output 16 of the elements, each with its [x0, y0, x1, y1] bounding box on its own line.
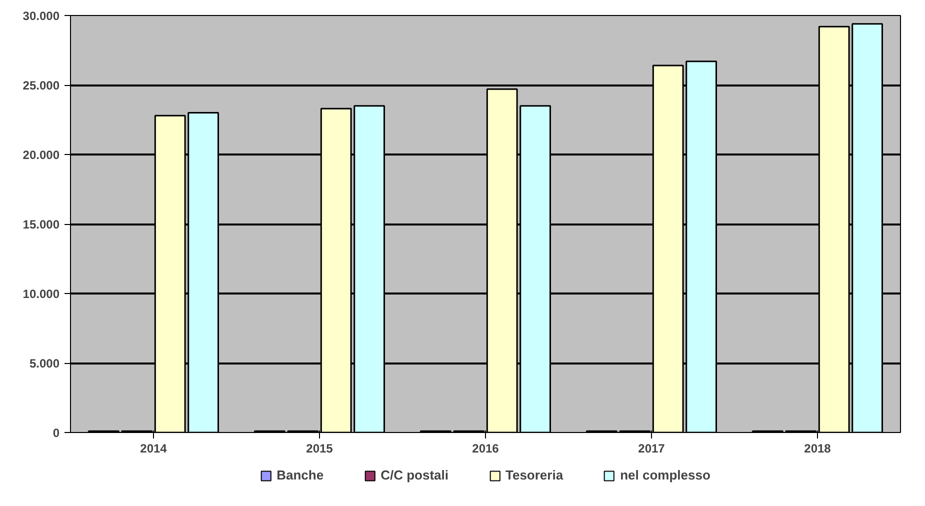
y-tick-label: 15.000	[22, 218, 60, 232]
y-tick-label: 10.000	[22, 287, 60, 301]
y-tick-label: 5.000	[29, 356, 60, 370]
legend-label: C/C postali	[380, 468, 448, 482]
legend-label: nel complesso	[620, 468, 710, 482]
y-tick-label: 20.000	[22, 148, 60, 162]
y-tick-label: 0	[52, 426, 60, 440]
y-tick-label: 25.000	[22, 78, 60, 92]
y-tick-label: 30.000	[22, 9, 60, 23]
legend-label: Tesoreria	[505, 468, 564, 482]
x-tick-label: 2014	[140, 442, 168, 456]
x-tick-label: 2018	[804, 442, 832, 456]
x-tick-label: 2016	[472, 442, 500, 456]
x-tick-label: 2015	[306, 442, 334, 456]
legend-label: Banche	[276, 468, 324, 482]
x-tick-label: 2017	[638, 442, 666, 456]
